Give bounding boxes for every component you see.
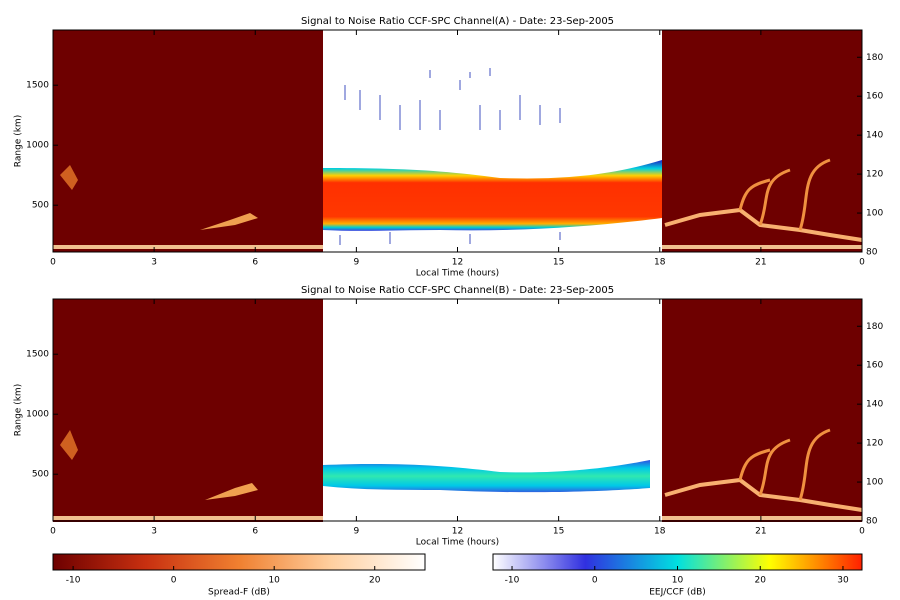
colorbar-label: Spread-F (dB) [208,588,270,598]
y2-tick-label: 160 [866,361,883,371]
y-tick-label: 500 [32,470,49,480]
x-tick-label: 9 [354,258,360,268]
y-tick-label: 1500 [26,350,49,360]
x-tick-label: 0 [50,258,56,268]
x-tick-label: 0 [859,258,865,268]
colorbar-tick-label: -10 [505,576,520,586]
colorbar-label: EEJ/CCF (dB) [649,588,706,598]
y-tick-label: 1000 [26,410,49,420]
x-tick-label: 3 [151,527,157,537]
panel-title: Signal to Noise Ratio CCF-SPC Channel(B)… [301,285,614,296]
y-tick-label: 500 [32,201,49,211]
y-tick-label: 1000 [26,141,49,151]
y2-tick-label: 160 [866,92,883,102]
heatmap-a [53,30,863,252]
y-axis-label: Range (km) [14,384,24,436]
x-tick-label: 0 [859,527,865,537]
y2-tick-label: 100 [866,209,883,219]
heatmap-b [53,299,863,522]
x-tick-label: 6 [252,258,258,268]
x-tick-label: 15 [553,258,564,268]
colorbar-tick-label: 10 [672,576,684,586]
y-axis-label: Range (km) [14,115,24,167]
y-tick-label: 1500 [26,81,49,91]
x-tick-label: 15 [553,527,564,537]
y2-tick-label: 140 [866,131,883,141]
x-tick-label: 9 [354,527,360,537]
colorbar-tick-label: 20 [755,576,767,586]
colorbar-tick-label: 0 [592,576,598,586]
panel-title: Signal to Noise Ratio CCF-SPC Channel(A)… [301,16,614,27]
colorbar-tick-label: 10 [268,576,280,586]
x-tick-label: 0 [50,527,56,537]
colorbar [52,553,426,571]
colorbar-tick-label: 0 [171,576,177,586]
y2-tick-label: 140 [866,400,883,410]
y2-tick-label: 80 [866,248,878,258]
x-tick-label: 12 [452,258,463,268]
x-axis-label: Local Time (hours) [416,269,499,279]
y2-tick-label: 180 [866,53,883,63]
colorbar-tick-label: 20 [369,576,381,586]
y2-tick-label: 120 [866,439,883,449]
x-tick-label: 18 [654,527,666,537]
colorbar-tick-label: -10 [66,576,81,586]
y2-tick-label: 180 [866,322,883,332]
x-tick-label: 12 [452,527,463,537]
x-tick-label: 3 [151,258,157,268]
y2-tick-label: 80 [866,517,878,527]
x-tick-label: 21 [755,527,766,537]
y2-tick-label: 100 [866,478,883,488]
colorbar-tick-label: 30 [837,576,849,586]
y2-tick-label: 120 [866,170,883,180]
x-tick-label: 18 [654,258,666,268]
x-tick-label: 21 [755,258,766,268]
x-tick-label: 6 [252,527,258,537]
x-axis-label: Local Time (hours) [416,538,499,548]
